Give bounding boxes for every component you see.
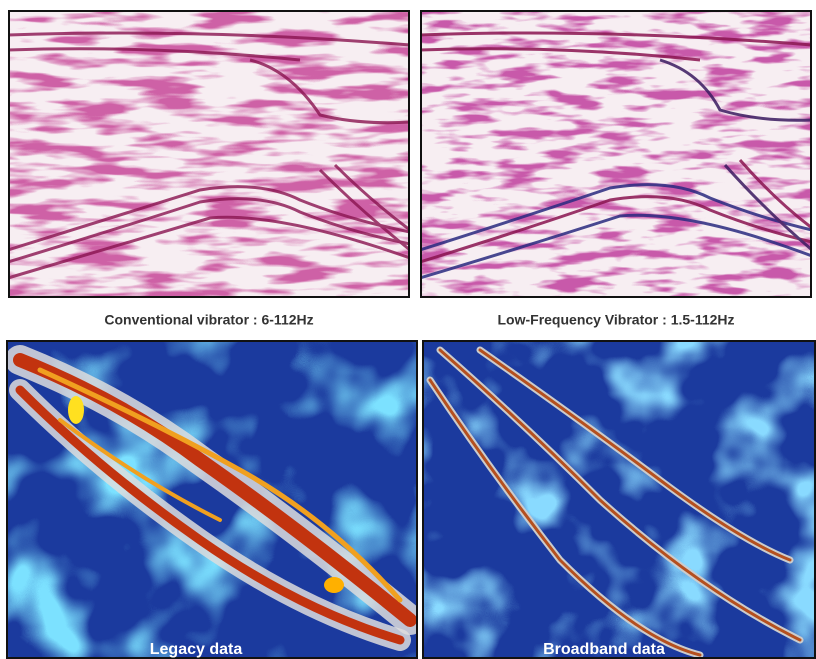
map-label: Broadband data [543,641,665,658]
map-broadband [422,340,816,659]
seismic-low-frequency [420,10,812,298]
caption: Conventional vibrator : 6-112Hz [104,312,313,328]
seismic-conventional [8,10,410,298]
page: {"panels": [ {"caption": "Conventional v… [0,0,816,659]
caption: Low-Frequency Vibrator : 1.5-112Hz [497,312,734,328]
map-legacy [6,340,418,659]
figure: Conventional vibrator : 6-112Hz Low-Freq… [0,0,816,659]
map-label: Legacy data [150,641,243,658]
